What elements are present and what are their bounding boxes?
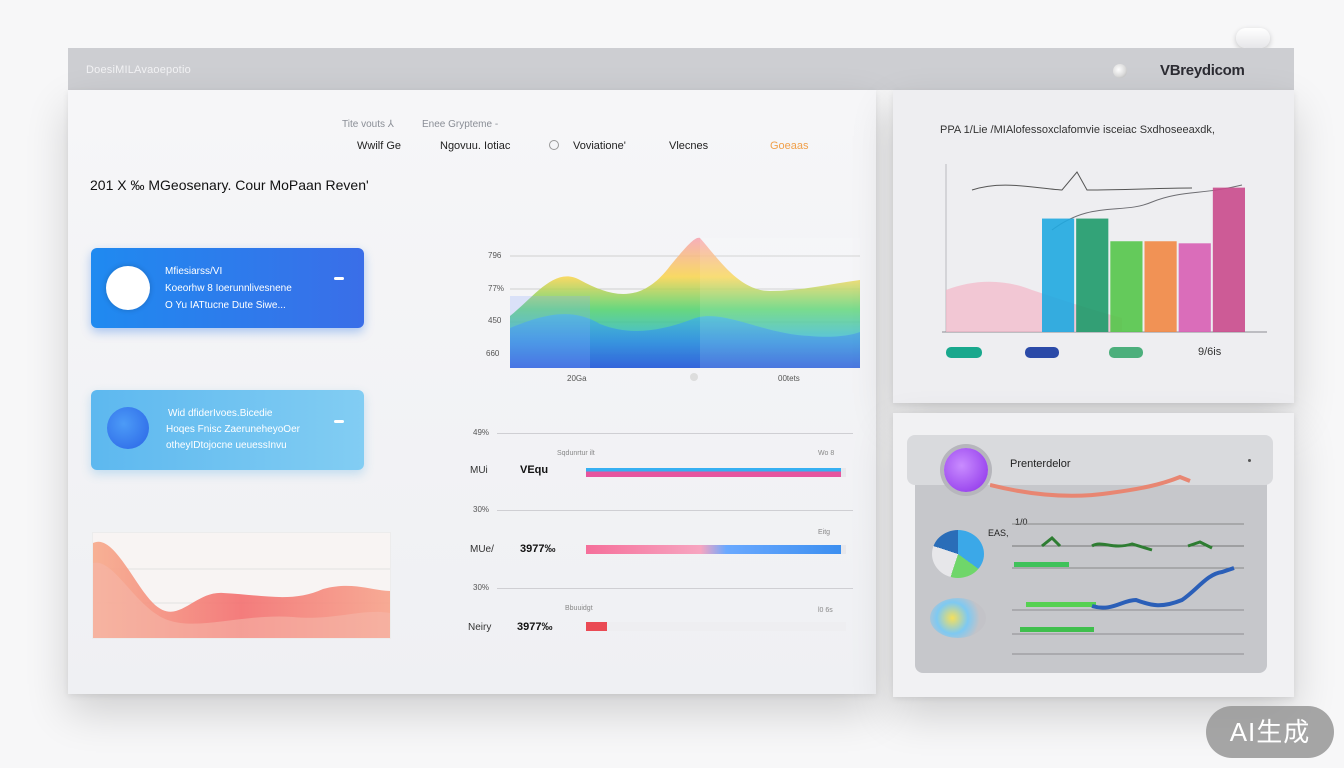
- avatar: [107, 407, 149, 449]
- detail-title: Prenterdelor: [1010, 458, 1071, 470]
- gridline: [497, 510, 853, 511]
- subnav-item[interactable]: Tite vouts ⅄: [342, 119, 394, 130]
- app-title: DoesiMILAvaoepotio: [86, 64, 191, 76]
- line-chart-svg: [1012, 523, 1244, 655]
- bar-segment: [1026, 602, 1096, 607]
- progress-track: [586, 622, 846, 631]
- trend-line: [1051, 184, 1243, 231]
- grid-label: 30%: [473, 505, 490, 514]
- card-title: Mfiesiarss/VI: [165, 266, 223, 277]
- pie-icon: [930, 598, 986, 638]
- detail-mark: 1/0: [1015, 517, 1028, 527]
- grid-label: 49%: [473, 428, 490, 437]
- progress-fill: [586, 545, 841, 554]
- card-text: otheyIDtojocne ueuessInvu: [166, 440, 287, 451]
- sparkline-svg: [989, 474, 1191, 498]
- user-avatar[interactable]: [944, 448, 988, 492]
- row-caption: Sqdunrtur ilt: [557, 450, 595, 457]
- tab-2[interactable]: Ngovuu. Iotiac: [440, 140, 511, 152]
- area-series: [93, 541, 390, 638]
- progress-fill: [586, 468, 841, 477]
- bar-chart: [942, 160, 1267, 336]
- bar-segment: [1014, 562, 1069, 567]
- x-axis-label: 00tets: [778, 374, 800, 383]
- rainbow-area-chart: [510, 236, 860, 372]
- more-icon[interactable]: [334, 420, 344, 423]
- x-axis-label: 20Ga: [567, 374, 587, 383]
- card-text: Hoqes Fnisc ZaeruneheyoOer: [166, 424, 300, 435]
- detail-label: EAS,: [988, 528, 1009, 538]
- toggle-icon[interactable]: [1113, 64, 1127, 78]
- legend-swatch: [946, 347, 982, 358]
- row-caption: l0 6s: [818, 607, 833, 614]
- sparkline: [989, 465, 1200, 505]
- highlight-band: [700, 238, 860, 368]
- tab-1[interactable]: Wwilf Ge: [357, 140, 401, 152]
- bar-c2[interactable]: [1076, 218, 1109, 332]
- avatar: [106, 266, 150, 310]
- tab-5[interactable]: Goeaas: [770, 140, 809, 152]
- row-value: VEqu: [520, 464, 549, 476]
- slider-handle-icon[interactable]: [690, 373, 698, 381]
- bar-series: [1042, 187, 1245, 332]
- more-icon[interactable]: [1248, 459, 1251, 462]
- row-caption: Eitg: [818, 529, 831, 536]
- card-text: O Yu IATtucne Dute Siwe...: [165, 300, 286, 311]
- rainbow-area-svg: [510, 237, 860, 368]
- area-series: [510, 314, 860, 368]
- y-axis-label: 660: [486, 349, 500, 358]
- row-caption: Wo 8: [818, 450, 835, 457]
- bar-c6[interactable]: [1212, 187, 1245, 332]
- line-chart-small: [1012, 510, 1252, 660]
- ai-generated-badge: AI生成: [1206, 706, 1334, 758]
- area-chart-svg: [93, 541, 390, 638]
- sparkline-path: [989, 474, 1191, 498]
- tab-4[interactable]: Vlecnes: [669, 140, 709, 152]
- card-text: Koeorhw 8 Ioerunnlivesnene: [165, 283, 292, 294]
- line-series: [1041, 535, 1213, 552]
- subnav-item[interactable]: Enee Grypteme -: [422, 119, 499, 130]
- card-title: Wid dfiderIvoes.Bicedie: [168, 408, 273, 419]
- y-axis-label: 796: [488, 251, 502, 260]
- row-value: 3977‰: [517, 621, 553, 633]
- legend-swatch: [1109, 347, 1143, 358]
- legend-value: 9/6is: [1198, 346, 1222, 358]
- more-icon[interactable]: [334, 277, 344, 280]
- bar-c3[interactable]: [1110, 241, 1143, 332]
- y-axis-label: 450: [488, 316, 502, 325]
- row-label: MUi: [470, 465, 488, 476]
- bar-c5[interactable]: [1178, 243, 1211, 332]
- trend-line: [971, 171, 1193, 191]
- pie-icon: [932, 530, 984, 578]
- progress-fill: [586, 622, 607, 631]
- progress-track: [586, 468, 846, 477]
- grid-label: 30%: [473, 583, 490, 592]
- highlight-band: [510, 296, 590, 368]
- row-label: MUe/: [470, 544, 494, 555]
- row-value: 3977‰: [520, 543, 556, 555]
- bar-segment: [1020, 627, 1094, 632]
- gridline: [497, 433, 853, 434]
- bar-c1[interactable]: [1042, 218, 1075, 332]
- progress-track: [586, 545, 846, 554]
- legend-swatch: [1025, 347, 1059, 358]
- gridline: [497, 588, 853, 589]
- y-axis-label: 77%: [488, 284, 505, 293]
- title-bar: [68, 48, 1294, 90]
- row-label: Neiry: [468, 622, 492, 633]
- radio-icon[interactable]: [549, 140, 559, 150]
- tab-3[interactable]: Voviatione': [573, 140, 626, 152]
- window-control-pill[interactable]: [1236, 28, 1270, 48]
- page-title: 201 X ‰ MGeosenary. Cour MoPaan Reven': [90, 177, 369, 193]
- bar-chart-svg: [942, 164, 1267, 333]
- line-series: [1091, 566, 1235, 610]
- area-series: [93, 562, 390, 638]
- row-caption: Bbuuidgt: [565, 605, 593, 612]
- brand-logo: VBreydicom: [1160, 62, 1245, 79]
- chart-title: PPA 1/Lie /MIAlofessoxclafomvie isceiac …: [940, 124, 1215, 136]
- bar-c4[interactable]: [1144, 241, 1177, 332]
- area-chart-small: [92, 532, 391, 639]
